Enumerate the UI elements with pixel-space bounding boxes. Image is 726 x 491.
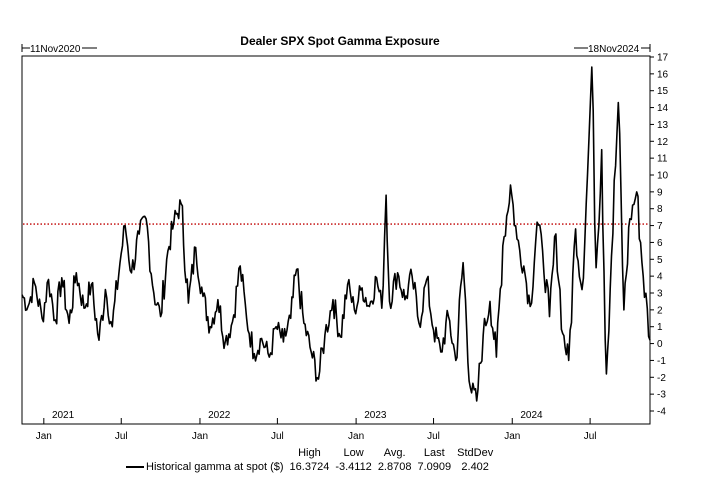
stat-header-low: Low	[343, 447, 364, 459]
stat-value-avg: 2.8708	[377, 461, 412, 473]
series-line-historical-gamma	[21, 66, 651, 402]
stat-value-last: 7.0909	[417, 461, 452, 473]
y-tick-label: 12	[657, 137, 669, 148]
y-tick-label: 14	[657, 103, 669, 114]
x-tick-label: Jan	[192, 431, 208, 442]
x-tick-label: Jul	[584, 431, 597, 442]
x-tick-label: Jul	[115, 431, 128, 442]
legend-swatch	[126, 466, 144, 469]
x-tick-label: Jul	[271, 431, 284, 442]
legend-entry: Historical gamma at spot ($)	[126, 460, 287, 474]
stat-value-low: -3.4112	[335, 461, 372, 473]
x-tick-label: Jan	[504, 431, 520, 442]
year-label: 2021	[52, 410, 75, 421]
y-tick-label: 13	[657, 120, 669, 131]
stat-header-last: Last	[423, 447, 445, 459]
stat-header-high: High	[298, 447, 321, 459]
y-tick-label: 7	[657, 221, 663, 232]
y-tick-label: -2	[657, 373, 666, 384]
stat-value-high: 16.3724	[289, 461, 330, 473]
x-axis: Jan Jul Jan Jul Jan Jul Jan Jul	[36, 418, 597, 442]
y-tick-label: -1	[657, 356, 666, 367]
year-label: 2024	[520, 410, 543, 421]
y-tick-label: 4	[657, 272, 663, 283]
stat-header-stddev: StdDev	[457, 447, 494, 459]
x-tick-label: Jul	[427, 431, 440, 442]
y-tick-label: 16	[657, 69, 669, 80]
stat-header-avg: Avg.	[383, 447, 406, 459]
start-date-label: 11Nov2020	[30, 44, 81, 55]
chart-title: Dealer SPX Spot Gamma Exposure	[240, 34, 440, 48]
y-tick-label: 0	[657, 339, 663, 350]
stats-value-row: Historical gamma at spot ($) 16.3724 -3.…	[126, 460, 496, 474]
year-labels: 2021 2022 2023 2024	[52, 410, 543, 421]
legend-label: Historical gamma at spot ($)	[146, 461, 284, 473]
y-tick-label: 8	[657, 204, 663, 215]
x-tick-label: Jan	[348, 431, 364, 442]
y-tick-label: 3	[657, 289, 663, 300]
stat-value-stddev: 2.402	[461, 461, 489, 473]
y-tick-label: 5	[657, 255, 663, 266]
stats-header-row: High Low Avg. Last StdDev	[126, 446, 496, 460]
y-tick-label: 1	[657, 322, 663, 333]
y-tick-label: 9	[657, 187, 663, 198]
y-tick-label: 17	[657, 53, 669, 64]
y-tick-label: -3	[657, 390, 666, 401]
y-tick-label: 6	[657, 238, 663, 249]
end-date-marker: 18Nov2024	[574, 44, 651, 55]
y-tick-label: 2	[657, 305, 663, 316]
y-tick-label: 11	[657, 154, 668, 165]
start-date-marker: 11Nov2020	[21, 44, 97, 55]
y-tick-label: 10	[657, 171, 669, 182]
y-tick-label: 15	[657, 86, 669, 97]
x-tick-label: Jan	[36, 431, 52, 442]
stats-table: High Low Avg. Last StdDev Historical gam…	[126, 446, 586, 482]
year-label: 2023	[364, 410, 387, 421]
year-label: 2022	[208, 410, 231, 421]
end-date-label: 18Nov2024	[588, 44, 640, 55]
y-tick-label: -4	[657, 407, 666, 418]
